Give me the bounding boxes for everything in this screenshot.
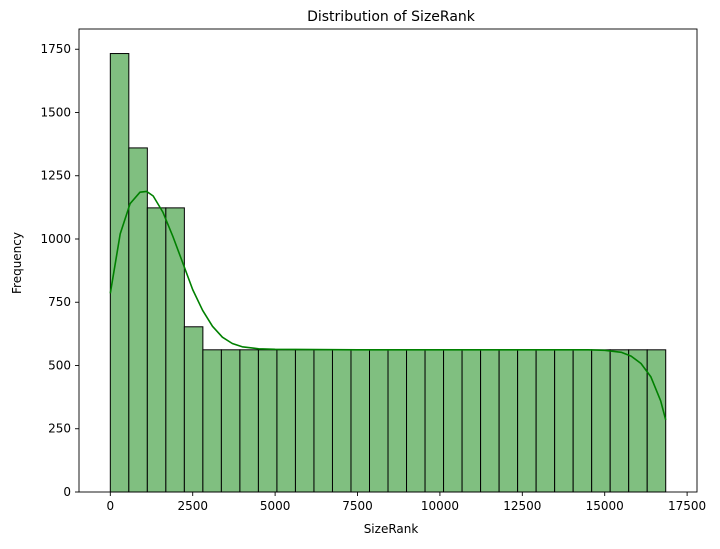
histogram-bar [424,349,445,493]
histogram-bar [294,349,315,493]
kde-group [109,190,667,421]
y-tick-label: 250 [48,422,71,436]
histogram-bar [165,207,185,493]
histogram-bar [387,349,408,493]
y-tick-label: 1750 [40,42,71,56]
y-tick-label: 1250 [40,169,71,183]
x-tick-label: 5000 [260,499,291,513]
histogram-bar [369,349,389,493]
y-axis: 0 250 500 750 1000 1250 1500 1750 [40,42,79,499]
x-axis: 0 2500 5000 7500 10000 12500 15000 17500 [106,492,706,513]
x-tick-label: 12500 [503,499,541,513]
histogram-bar [554,349,574,493]
histogram-bar [276,349,296,493]
histogram-bar [443,349,463,493]
x-axis-label: SizeRank [364,522,419,536]
bars-group [109,53,667,493]
x-tick-label: 7500 [342,499,373,513]
histogram-bar [628,349,648,493]
y-tick-label: 750 [48,295,71,309]
y-tick-label: 0 [63,485,71,499]
histogram-bar [461,349,482,493]
y-tick-label: 500 [48,358,71,372]
x-tick-label: 0 [106,499,114,513]
histogram-bar [646,349,667,493]
histogram-bar [331,349,352,493]
histogram-bar [350,349,371,493]
plot-frame [78,28,698,493]
x-tick-label: 17500 [668,499,706,513]
x-tick-label: 15000 [586,499,624,513]
x-tick-label: 2500 [177,499,208,513]
y-tick-label: 1000 [40,232,71,246]
histogram-bar [313,349,333,493]
histogram-bar [220,349,241,493]
y-tick-label: 1500 [40,105,71,119]
histogram-bar [146,207,167,493]
histogram-bar [480,349,500,493]
histogram-bar [202,349,222,493]
histogram-bar [535,349,556,493]
histogram-bar [128,147,148,493]
histogram-bar [406,349,426,493]
histogram-bar [609,349,630,493]
histogram-bar [517,349,537,493]
y-axis-label: Frequency [10,232,24,294]
histogram-bar [257,349,278,493]
histogram-bar [183,326,204,493]
histogram-bar [498,349,519,493]
histogram-bar [572,349,593,493]
chart-title: Distribution of SizeRank [307,9,476,25]
histogram-bar [239,349,259,493]
histogram-bar [591,349,611,493]
kde-line [109,190,667,421]
x-tick-label: 10000 [421,499,459,513]
